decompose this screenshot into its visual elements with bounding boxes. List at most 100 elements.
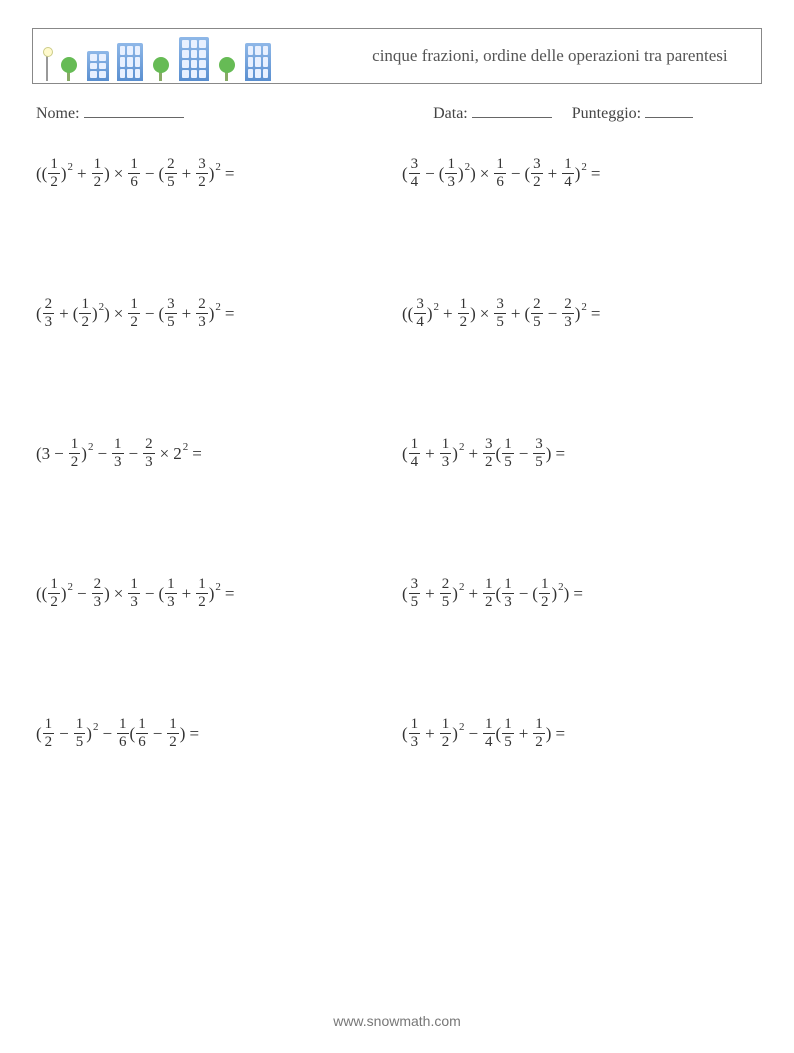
fraction: 14: [409, 437, 421, 470]
text-token: (: [496, 725, 502, 742]
problem-6: (14+13)2+32(15−35)=: [402, 433, 758, 473]
fraction: 35: [165, 297, 177, 330]
text-token: ): [104, 165, 110, 182]
fraction: 12: [483, 577, 495, 610]
fraction: 32: [483, 437, 495, 470]
text-token: ): [92, 305, 98, 322]
building-icon: [117, 43, 143, 81]
text-token: ): [452, 445, 458, 462]
operator: =: [225, 305, 235, 322]
operator: −: [102, 725, 112, 742]
text-token: (: [158, 165, 164, 182]
lamp-icon: [43, 47, 51, 81]
text-token: ): [180, 725, 186, 742]
exponent: 2: [581, 302, 587, 313]
fraction: 25: [165, 157, 177, 190]
date-label: Data:: [433, 105, 468, 122]
text-token: ): [61, 585, 67, 602]
operator: =: [591, 305, 601, 322]
text-token: ): [104, 585, 110, 602]
text-token: ): [209, 585, 215, 602]
text-token: (: [158, 585, 164, 602]
fraction: 13: [128, 577, 140, 610]
exponent: 2: [93, 722, 99, 733]
fraction: 16: [128, 157, 140, 190]
exponent: 2: [459, 582, 465, 593]
text-token: (: [73, 305, 79, 322]
fraction: 34: [414, 297, 426, 330]
operator: ×: [480, 305, 490, 322]
score-field: Punteggio:: [572, 102, 693, 123]
fraction: 15: [74, 717, 86, 750]
fraction: 12: [43, 717, 55, 750]
exponent: 2: [215, 302, 221, 313]
exponent: 2: [68, 162, 74, 173]
fraction: 23: [92, 577, 104, 610]
exponent: 2: [99, 302, 105, 313]
problems-grid: ((12)2+12)×16−(25+32)2=(34−(13)2)×16−(32…: [32, 153, 762, 753]
name-label: Nome:: [36, 105, 80, 122]
text-token: ): [61, 165, 67, 182]
text-token: (3: [36, 445, 50, 462]
problem-9: (12−15)2−16(16−12)=: [36, 713, 392, 753]
operator: −: [519, 445, 529, 462]
building-icon: [87, 51, 109, 81]
problem-7: ((12)2−23)×13−(13+12)2=: [36, 573, 392, 613]
text-token: ): [427, 305, 433, 322]
problem-5: (3−12)2−13−23×22=: [36, 433, 392, 473]
date-blank[interactable]: [472, 102, 552, 118]
text-token: (: [524, 165, 530, 182]
fraction: 12: [69, 437, 81, 470]
operator: +: [468, 445, 478, 462]
text-token: ): [458, 165, 464, 182]
operator: ×: [114, 585, 124, 602]
exponent: 2: [183, 442, 189, 453]
fraction: 12: [533, 717, 545, 750]
operator: ×: [480, 165, 490, 182]
fraction: 13: [502, 577, 514, 610]
text-token: ): [452, 585, 458, 602]
fraction: 23: [43, 297, 55, 330]
text-token: (: [532, 585, 538, 602]
fraction: 12: [79, 297, 91, 330]
fraction: 14: [562, 157, 574, 190]
operator: =: [555, 725, 565, 742]
operator: −: [145, 585, 155, 602]
fraction: 23: [143, 437, 155, 470]
operator: ×: [160, 445, 170, 462]
footer-url: www.snowmath.com: [0, 1013, 794, 1029]
worksheet-page: cinque frazioni, ordine delle operazioni…: [0, 0, 794, 1053]
operator: +: [182, 585, 192, 602]
text-token: (: [158, 305, 164, 322]
fraction: 25: [531, 297, 543, 330]
operator: −: [77, 585, 87, 602]
operator: =: [573, 585, 583, 602]
fraction: 12: [128, 297, 140, 330]
exponent: 2: [215, 162, 221, 173]
fraction: 12: [92, 157, 104, 190]
operator: −: [54, 445, 64, 462]
exponent: 2: [459, 442, 465, 453]
logo-cell: [33, 29, 339, 83]
fraction: 13: [112, 437, 124, 470]
text-token: (: [408, 305, 414, 322]
operator: −: [511, 165, 521, 182]
fraction: 32: [196, 157, 208, 190]
exponent: 2: [434, 302, 440, 313]
operator: −: [519, 585, 529, 602]
text-token: (: [402, 445, 408, 462]
text-token: ): [452, 725, 458, 742]
fraction: 35: [494, 297, 506, 330]
exponent: 2: [88, 442, 94, 453]
text-token: ): [546, 445, 552, 462]
building-icon: [179, 37, 209, 81]
exponent: 2: [215, 582, 221, 593]
tree-icon: [59, 49, 79, 81]
text-token: ): [81, 445, 87, 462]
fraction: 23: [196, 297, 208, 330]
fraction: 13: [409, 717, 421, 750]
text-token: (: [402, 585, 408, 602]
score-blank[interactable]: [645, 102, 693, 118]
operator: +: [443, 305, 453, 322]
name-blank[interactable]: [84, 102, 184, 118]
